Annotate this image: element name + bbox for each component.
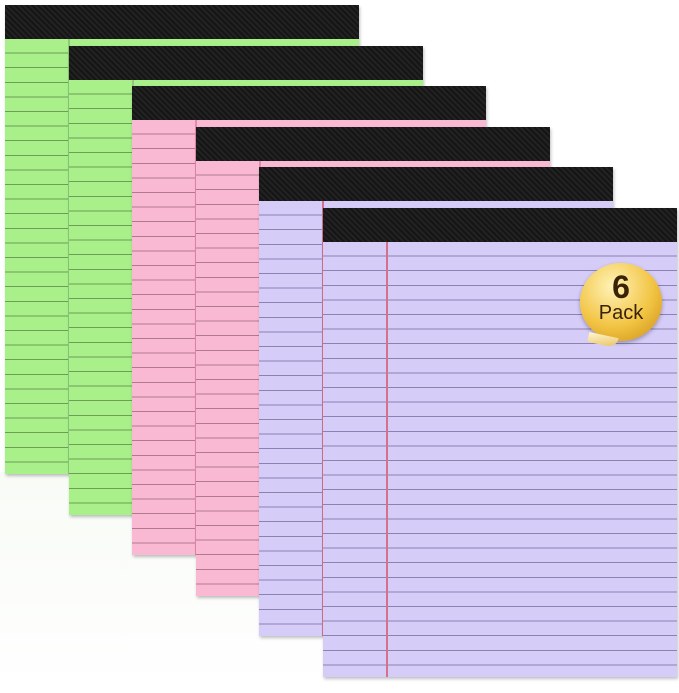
binding-header bbox=[5, 5, 359, 39]
binding-header bbox=[259, 167, 614, 202]
binding-header bbox=[68, 45, 423, 80]
binding-header bbox=[323, 208, 677, 242]
binding-header bbox=[132, 86, 487, 121]
margin-line bbox=[386, 242, 388, 677]
badge-label: Pack bbox=[598, 302, 644, 324]
badge-number: 6 bbox=[612, 269, 630, 305]
pack-count-badge: 6 Pack bbox=[580, 263, 662, 349]
binding-header bbox=[195, 126, 550, 161]
